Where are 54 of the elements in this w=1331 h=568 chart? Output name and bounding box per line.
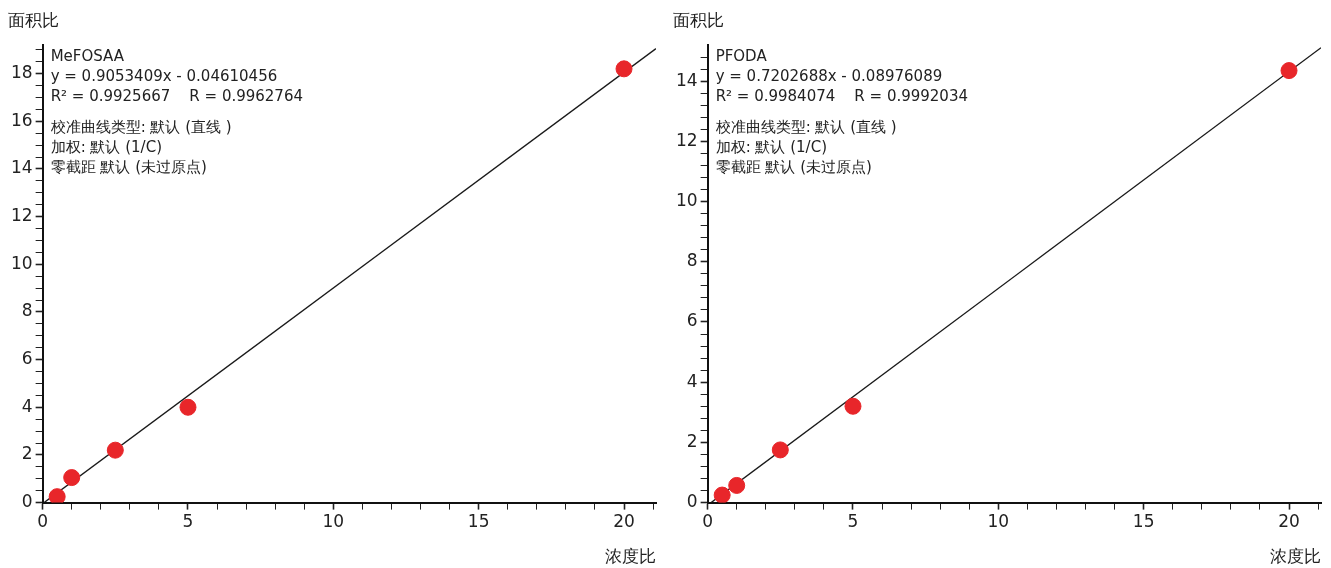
y-tick-label: 2 xyxy=(686,430,698,451)
annotation: y = 0.7202688x - 0.08976089 xyxy=(715,67,943,85)
y-tick-label: 6 xyxy=(686,310,698,331)
x-tick-label: 0 xyxy=(702,511,714,532)
y-tick-label: 12 xyxy=(10,205,33,226)
chart-title: PFODA xyxy=(715,47,768,65)
annotation: 校准曲线类型: 默认 (直线 ) xyxy=(49,118,232,136)
x-tick-label: 5 xyxy=(847,511,859,532)
x-tick-label: 0 xyxy=(37,511,49,532)
x-tick-label: 20 xyxy=(613,511,635,532)
annotation: 加权: 默认 (1/C) xyxy=(715,138,828,156)
annotation: 零截距 默认 (未过原点) xyxy=(50,158,207,176)
y-tick-label: 0 xyxy=(686,491,698,512)
x-tick-label: 15 xyxy=(467,511,490,532)
x-tick-label: 10 xyxy=(322,511,345,532)
x-tick-label: 15 xyxy=(1132,511,1155,532)
annotation: y = 0.9053409x - 0.04610456 xyxy=(50,67,278,85)
y-tick-label: 18 xyxy=(10,62,33,83)
annotation: 零截距 默认 (未过原点) xyxy=(715,158,872,176)
y-tick-label: 10 xyxy=(675,189,698,210)
y-tick-label: 6 xyxy=(21,348,33,369)
annotation: 加权: 默认 (1/C) xyxy=(50,138,163,156)
annotation: R² = 0.9984074 R = 0.9992034 xyxy=(715,87,969,105)
chart-title: MeFOSAA xyxy=(50,47,125,65)
y-tick-label: 2 xyxy=(21,443,33,464)
point xyxy=(63,469,81,487)
point xyxy=(106,441,124,459)
annotation: 校准曲线类型: 默认 (直线 ) xyxy=(714,118,897,136)
y-tick-label: 8 xyxy=(21,300,33,321)
point xyxy=(615,60,633,78)
x-axis-title: 浓度比 xyxy=(1270,546,1321,566)
y-tick-label: 16 xyxy=(10,109,33,130)
y-tick-label: 14 xyxy=(10,157,33,178)
y-tick-label: 10 xyxy=(10,252,33,273)
y-tick-label: 14 xyxy=(675,69,698,90)
point xyxy=(1280,62,1298,80)
point xyxy=(844,397,862,415)
annotation: R² = 0.9925667 R = 0.9962764 xyxy=(50,87,304,105)
y-axis-title: 面积比 xyxy=(673,10,724,30)
point xyxy=(48,488,66,503)
y-tick-label: 0 xyxy=(21,491,33,512)
x-tick-label: 20 xyxy=(1278,511,1300,532)
x-axis-title: 浓度比 xyxy=(605,546,656,566)
point xyxy=(713,486,731,503)
y-tick-label: 12 xyxy=(675,129,698,150)
y-axis-title: 面积比 xyxy=(8,10,59,30)
point xyxy=(728,476,746,494)
point xyxy=(771,441,789,459)
y-tick-label: 8 xyxy=(686,250,698,271)
y-tick-label: 4 xyxy=(21,395,33,416)
x-tick-label: 5 xyxy=(182,511,194,532)
x-tick-label: 10 xyxy=(987,511,1010,532)
y-tick-label: 4 xyxy=(686,370,698,391)
point xyxy=(179,398,197,416)
